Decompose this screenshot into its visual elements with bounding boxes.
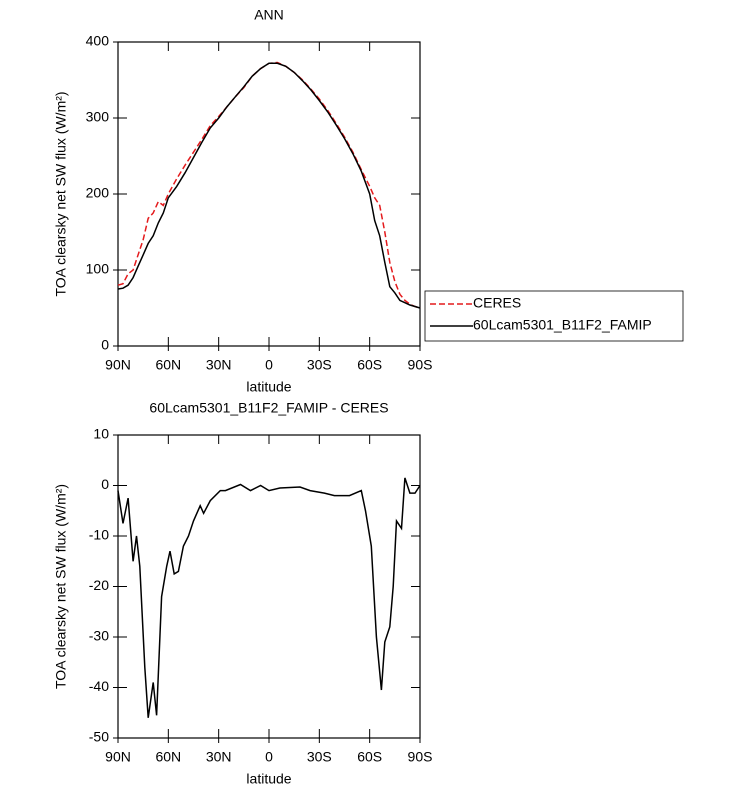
y-tick-label: -40: [89, 678, 109, 694]
y-tick-label: -30: [89, 628, 109, 644]
y-tick-label: 0: [101, 337, 109, 353]
y-tick-label: 300: [86, 109, 110, 125]
chart-title: ANN: [254, 7, 284, 23]
plot-frame: [117, 41, 421, 347]
y-tick-label: -10: [89, 527, 109, 543]
x-tick-label: 60S: [357, 749, 382, 765]
x-tick-label: 30S: [307, 357, 332, 373]
y-tick-label: 10: [93, 426, 109, 442]
x-tick-label: 60N: [155, 749, 181, 765]
x-tick-label: 60N: [155, 357, 181, 373]
legend-label: 60Lcam5301_B11F2_FAMIP: [473, 317, 652, 333]
x-tick-label: 30S: [307, 749, 332, 765]
legend-box: [424, 290, 684, 342]
x-tick-label: 90N: [105, 749, 131, 765]
y-tick-label: -50: [89, 729, 109, 745]
x-tick-label: 0: [265, 749, 273, 765]
y-axis-label: TOA clearsky net SW flux (W/m²): [53, 484, 69, 689]
series-line: [117, 477, 421, 718]
plot-frame: [117, 434, 421, 739]
y-tick-label: 200: [86, 185, 110, 201]
x-tick-label: 30N: [206, 357, 232, 373]
y-tick-label: 400: [86, 33, 110, 49]
legend-label: CERES: [473, 295, 521, 311]
y-axis-label: TOA clearsky net SW flux (W/m²): [53, 91, 69, 296]
y-tick-label: 0: [101, 476, 109, 492]
x-tick-label: 0: [265, 357, 273, 373]
x-tick-label: 90S: [408, 357, 433, 373]
y-tick-label: 100: [86, 261, 110, 277]
series-line: [117, 61, 421, 309]
x-axis-label: latitude: [246, 379, 291, 395]
y-tick-label: -20: [89, 577, 109, 593]
x-tick-label: 90S: [408, 749, 433, 765]
chart-title: 60Lcam5301_B11F2_FAMIP - CERES: [149, 400, 388, 416]
x-tick-label: 30N: [206, 749, 232, 765]
x-tick-label: 90N: [105, 357, 131, 373]
x-axis-label: latitude: [246, 771, 291, 787]
series-line: [117, 62, 421, 309]
x-tick-label: 60S: [357, 357, 382, 373]
